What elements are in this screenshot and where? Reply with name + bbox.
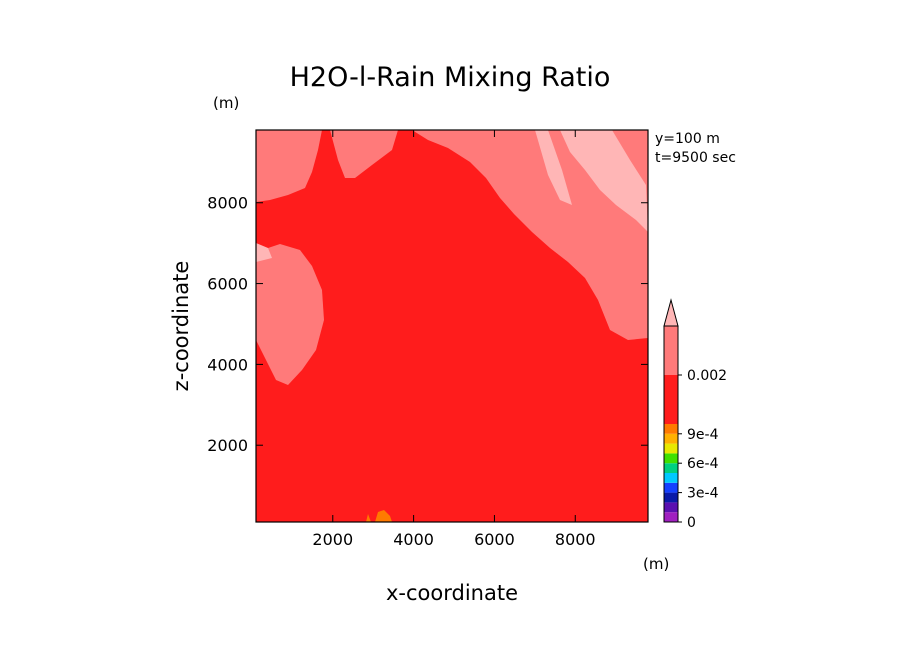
colorbar-tick-label: 3e-4 xyxy=(687,486,719,502)
contour-region-top-right-lightest xyxy=(560,130,648,232)
contour-region-bottom-speck xyxy=(375,510,392,522)
y-tick-label: 8000 xyxy=(207,194,248,213)
contour-region-bottom-speck-2 xyxy=(366,514,371,522)
y-axis-unit: (m) xyxy=(213,94,239,112)
x-tick-label: 4000 xyxy=(393,530,434,549)
colorbar-segment xyxy=(664,375,678,424)
colorbar-tick-label: 0 xyxy=(687,515,696,531)
colorbar-frame xyxy=(663,325,679,523)
info-line-1: y=100 m xyxy=(655,131,720,147)
colorbar-segment xyxy=(664,326,678,375)
colorbar-segment xyxy=(664,492,678,503)
y-axis-ticks: 2000 4000 6000 8000 xyxy=(207,194,648,455)
colorbar: 0 3e-4 6e-4 9e-4 0.002 xyxy=(663,298,727,531)
colorbar-tick-label: 0.002 xyxy=(687,368,727,384)
x-tick-label: 8000 xyxy=(555,530,596,549)
y-axis-title: z-coordinate xyxy=(169,261,193,392)
colorbar-tick-label: 6e-4 xyxy=(687,456,719,472)
contour-region-left-bulge xyxy=(256,244,324,385)
colorbar-segment xyxy=(664,502,678,513)
colorbar-tick-label: 9e-4 xyxy=(687,427,719,443)
colorbar-segment xyxy=(664,433,678,444)
plot-frame xyxy=(255,129,649,523)
colorbar-segment xyxy=(664,473,678,483)
info-line-2: t=9500 sec xyxy=(655,150,736,166)
x-axis-unit: (m) xyxy=(643,555,669,573)
colorbar-segment xyxy=(664,453,678,464)
contour-region-top-right-streak xyxy=(535,130,572,205)
contour-region-top-left xyxy=(256,130,322,202)
contour-region-top-center-left xyxy=(330,130,398,178)
x-axis-ticks: 2000 4000 6000 8000 xyxy=(312,130,596,549)
colorbar-segment xyxy=(664,482,678,493)
colorbar-overflow-triangle xyxy=(663,298,679,327)
contour-region-left-edge xyxy=(256,243,272,262)
y-tick-label: 2000 xyxy=(207,436,248,455)
colorbar-segment xyxy=(664,512,678,522)
x-tick-label: 6000 xyxy=(474,530,515,549)
contour-region-top-right xyxy=(412,130,648,340)
x-axis-title: x-coordinate xyxy=(386,581,518,605)
x-tick-label: 2000 xyxy=(312,530,353,549)
colorbar-segment xyxy=(664,443,678,454)
colorbar-segment xyxy=(664,463,678,473)
y-tick-label: 4000 xyxy=(207,355,248,374)
contour-regions xyxy=(256,130,648,522)
colorbar-segment xyxy=(664,424,678,434)
plot-area: 2000 4000 6000 8000 2000 4000 6000 8000 xyxy=(207,129,649,549)
chart-title: H2O-l-Rain Mixing Ratio xyxy=(290,62,611,93)
y-tick-label: 6000 xyxy=(207,275,248,294)
